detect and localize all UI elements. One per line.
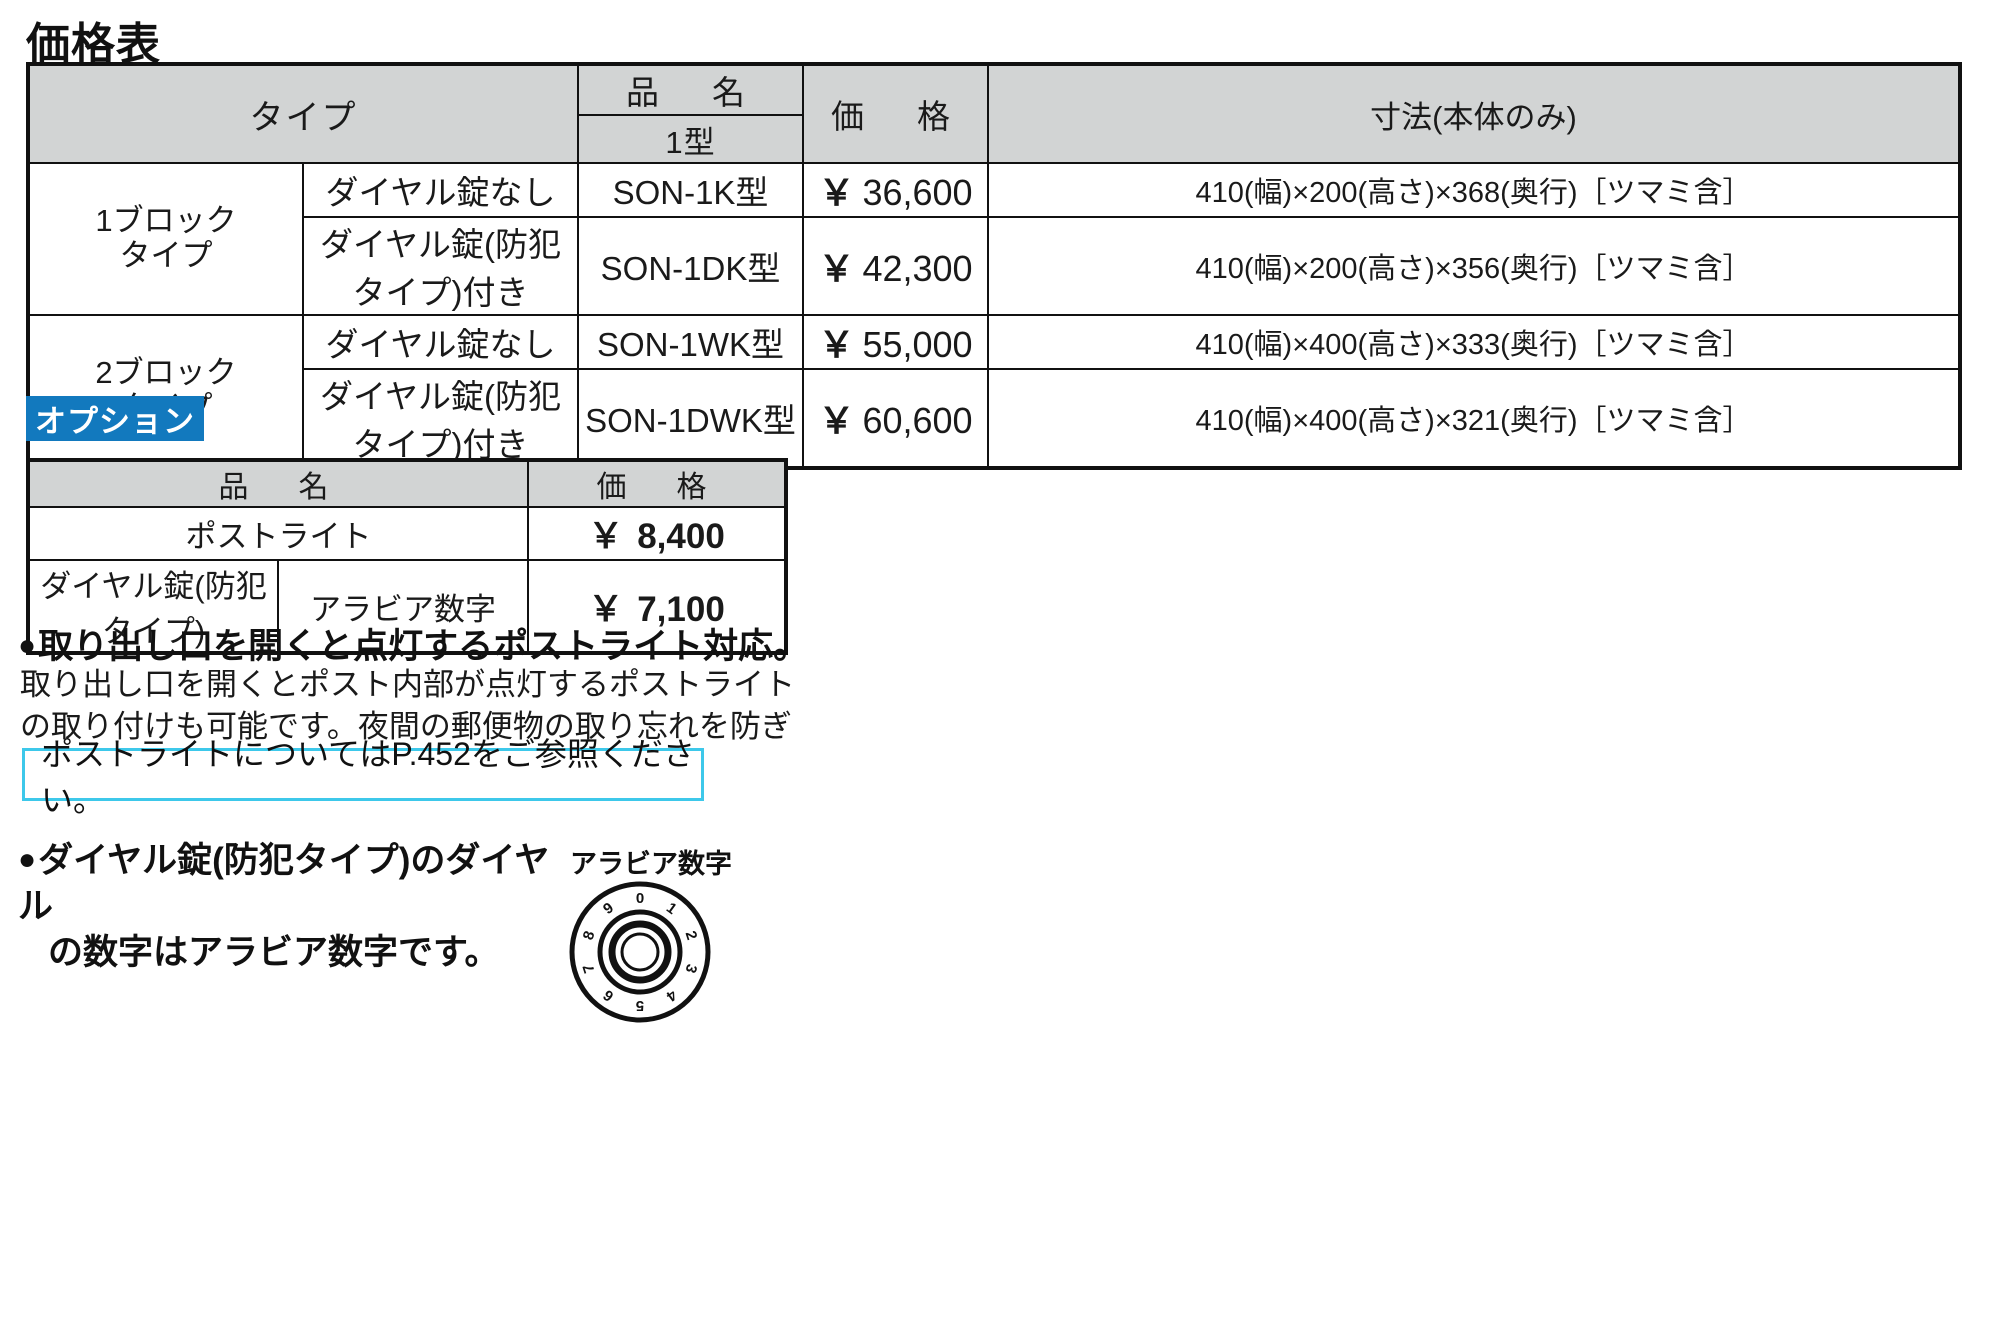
option-sub-2: アラビア数字	[277, 559, 529, 654]
yen-symbol: ￥	[588, 517, 624, 556]
price-value-1: 36,600	[862, 172, 973, 213]
yen-symbol: ￥	[818, 248, 855, 289]
block-type-1-line2: タイプ	[119, 238, 213, 273]
header-dimensions: 寸法(本体のみ)	[987, 63, 1961, 164]
list-item: ダイヤル錠(防犯タイプ) アラビア数字 ￥ 7,100	[27, 559, 787, 654]
option-price-1: ￥ 8,400	[527, 506, 787, 561]
option-price-2: ￥ 7,100	[527, 559, 787, 654]
model-name-2: SON-1DK型	[577, 216, 804, 316]
option-badge: オプション	[26, 396, 204, 441]
table-row: 1ブロック タイプ ダイヤル錠なし SON-1K型 ￥ 36,600 410(幅)…	[27, 162, 1961, 316]
postlight-body-text: 取り出し口を開くとポスト内部が点灯するポストライトの取り付けも可能です。夜間の郵…	[20, 667, 795, 787]
page-title: 価格表	[26, 20, 161, 69]
option-price-value-1: 8,400	[637, 517, 725, 556]
table-row: ダイヤル錠(防犯タイプ)付き SON-1DK型 ￥ 42,300 410(幅)×2…	[28, 216, 1961, 316]
dial-heading: ●ダイヤル錠(防犯タイプ)のダイヤル の数字はアラビア数字です。	[18, 838, 578, 977]
reference-note-text: ポストライトについてはP.452をご参照ください。	[41, 735, 695, 818]
header-product-name-sub: 1型	[577, 114, 804, 164]
price-value-2: 42,300	[862, 248, 973, 289]
price-4: ￥ 60,600	[802, 368, 989, 469]
price-table: タイプ 品 名 価 格 寸法(本体のみ) 1型 1ブロック タイプ ダイヤル錠な…	[26, 62, 1962, 470]
bullet-icon: ●	[18, 843, 37, 876]
yen-symbol: ￥	[818, 400, 855, 441]
lock-option-3: ダイヤル錠なし	[302, 314, 579, 370]
block-type-2-line1: 2ブロック	[95, 355, 237, 391]
table-row: ダイヤル錠(防犯タイプ)付き SON-1DWK型 ￥ 60,600 410(幅)×…	[28, 368, 1961, 469]
block-type-1: 1ブロック タイプ	[27, 162, 304, 316]
dimensions-4: 410(幅)×400(高さ)×321(奥行)［ツマミ含］	[987, 368, 1961, 469]
list-item: ポストライト ￥ 8,400	[27, 506, 787, 561]
price-2: ￥ 42,300	[802, 216, 989, 316]
lock-option-4: ダイヤル錠(防犯タイプ)付き	[302, 368, 579, 469]
option-name-1: ポストライト	[27, 506, 529, 561]
dial-number: 0	[636, 890, 644, 907]
option-table: 品 名 価 格 ポストライト ￥ 8,400 ダイヤル錠(防犯タイプ) アラビア数…	[26, 458, 788, 655]
postlight-heading-text: 取り出し口を開くと点灯するポストライト対応。	[38, 627, 809, 666]
price-table-header-row: タイプ 品 名 価 格 寸法(本体のみ)	[27, 63, 1961, 164]
header-type: タイプ	[27, 63, 579, 164]
header-product-name: 品 名	[577, 63, 804, 116]
option-name-2: ダイヤル錠(防犯タイプ)	[27, 559, 279, 654]
yen-symbol: ￥	[588, 589, 624, 629]
option-header-product-name: 品 名	[27, 459, 529, 508]
option-price-value-2: 7,100	[637, 589, 725, 629]
table-row: 2ブロック タイプ ダイヤル錠なし SON-1WK型 ￥55,000 410(幅…	[27, 314, 1961, 469]
dial-caption: アラビア数字	[570, 849, 732, 879]
reference-note-box: ポストライトについてはP.452をご参照ください。	[22, 736, 704, 818]
postlight-heading: ●取り出し口を開くと点灯するポストライト対応。	[18, 618, 808, 669]
option-header-price: 価 格	[527, 459, 787, 508]
model-name-3: SON-1WK型	[577, 314, 804, 370]
dial-number: 5	[636, 997, 644, 1014]
price-3: ￥ 55,000	[802, 314, 989, 370]
price-table-body: 1ブロック タイプ ダイヤル錠なし SON-1K型 ￥ 36,600 410(幅)…	[27, 162, 1961, 469]
block-type-2: 2ブロック タイプ	[27, 314, 304, 469]
yen-symbol: ￥	[818, 324, 855, 365]
dimensions-1: 410(幅)×200(高さ)×368(奥行)［ツマミ含］	[987, 162, 1961, 218]
block-type-1-line1: 1ブロック	[95, 203, 237, 239]
dial-heading-line2: の数字はアラビア数字です。	[48, 933, 500, 973]
bullet-icon: ●	[18, 629, 37, 662]
lock-option-1: ダイヤル錠なし	[302, 162, 579, 218]
dimensions-2: 410(幅)×200(高さ)×356(奥行)［ツマミ含］	[987, 216, 1961, 316]
option-table-head: 品 名 価 格	[27, 459, 787, 508]
price-table-subheader-row: 1型	[28, 114, 1960, 164]
model-name-4: SON-1DWK型	[577, 368, 804, 469]
option-table-body: ポストライト ￥ 8,400 ダイヤル錠(防犯タイプ) アラビア数字 ￥ 7,100	[27, 506, 787, 654]
option-table-header-row: 品 名 価 格	[27, 459, 787, 508]
model-name-1: SON-1K型	[577, 162, 804, 218]
dimensions-3: 410(幅)×400(高さ)×333(奥行)［ツマミ含］	[987, 314, 1961, 370]
lock-option-2: ダイヤル錠(防犯タイプ)付き	[302, 216, 579, 316]
header-price: 価 格	[802, 63, 989, 164]
yen-symbol: ￥	[818, 172, 855, 213]
price-value-4: 60,600	[862, 400, 973, 441]
dial-heading-line1: ダイヤル錠(防犯タイプ)のダイヤル	[18, 841, 550, 927]
price-1: ￥ 36,600	[802, 162, 989, 218]
price-value-3: 55,000	[862, 324, 973, 365]
price-table-head: タイプ 品 名 価 格 寸法(本体のみ) 1型	[27, 63, 1961, 164]
